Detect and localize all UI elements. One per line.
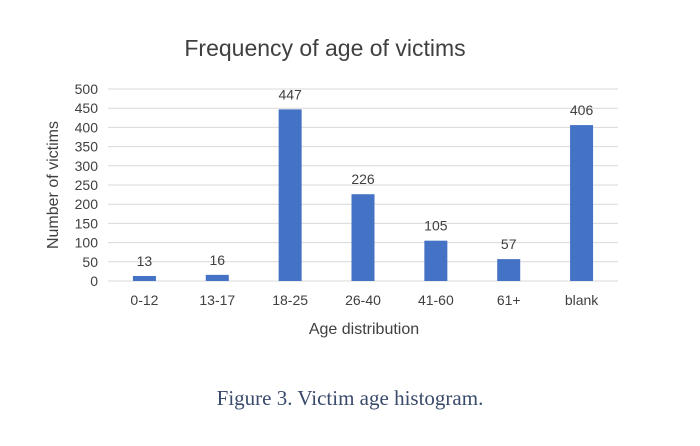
x-axis-ticks: 0-12 13-17 18-25 26-40 41-60 61+ blank	[130, 292, 599, 308]
y-tick-label: 150	[75, 215, 99, 231]
x-tick-label: 61+	[497, 292, 521, 308]
y-axis-title: Number of victims	[45, 121, 62, 249]
x-tick-label: blank	[565, 292, 599, 308]
bar	[351, 194, 375, 281]
data-label: 105	[424, 218, 448, 234]
data-label: 57	[501, 236, 517, 252]
data-label: 406	[570, 102, 594, 118]
y-tick-label: 350	[75, 139, 99, 155]
data-label: 13	[137, 253, 153, 269]
data-label: 16	[209, 252, 225, 268]
y-tick-label: 300	[75, 158, 99, 174]
data-label: 226	[351, 171, 375, 187]
bar	[132, 276, 156, 281]
x-axis-title: Age distribution	[309, 321, 419, 338]
bar	[205, 274, 229, 281]
data-label: 447	[278, 86, 302, 102]
y-tick-label: 200	[75, 196, 99, 212]
x-tick-label: 0-12	[130, 292, 158, 308]
y-tick-label: 50	[82, 254, 98, 270]
y-tick-label: 250	[75, 177, 99, 193]
bar	[278, 109, 302, 282]
bars	[132, 109, 594, 282]
figure-caption: Figure 3. Victim age histogram.	[216, 386, 484, 410]
bar	[424, 240, 448, 281]
bar	[497, 259, 521, 281]
y-axis-ticks: 0 50 100 150 200 250 300 350 400 450 500	[75, 81, 99, 289]
chart-title: Frequency of age of victims	[184, 35, 465, 61]
bar	[570, 125, 594, 281]
y-tick-label: 450	[75, 100, 99, 116]
x-tick-label: 18-25	[272, 292, 308, 308]
x-tick-label: 41-60	[418, 292, 454, 308]
data-labels: 13 16 447 226 105 57 406	[137, 86, 594, 269]
y-tick-label: 400	[75, 119, 99, 135]
y-tick-label: 0	[90, 273, 98, 289]
y-tick-label: 100	[75, 235, 99, 251]
y-tick-label: 500	[75, 81, 99, 97]
bar-chart: Frequency of age of victims 0 50 100 150 200…	[45, 35, 618, 338]
x-tick-label: 13-17	[199, 292, 235, 308]
x-tick-label: 26-40	[345, 292, 381, 308]
